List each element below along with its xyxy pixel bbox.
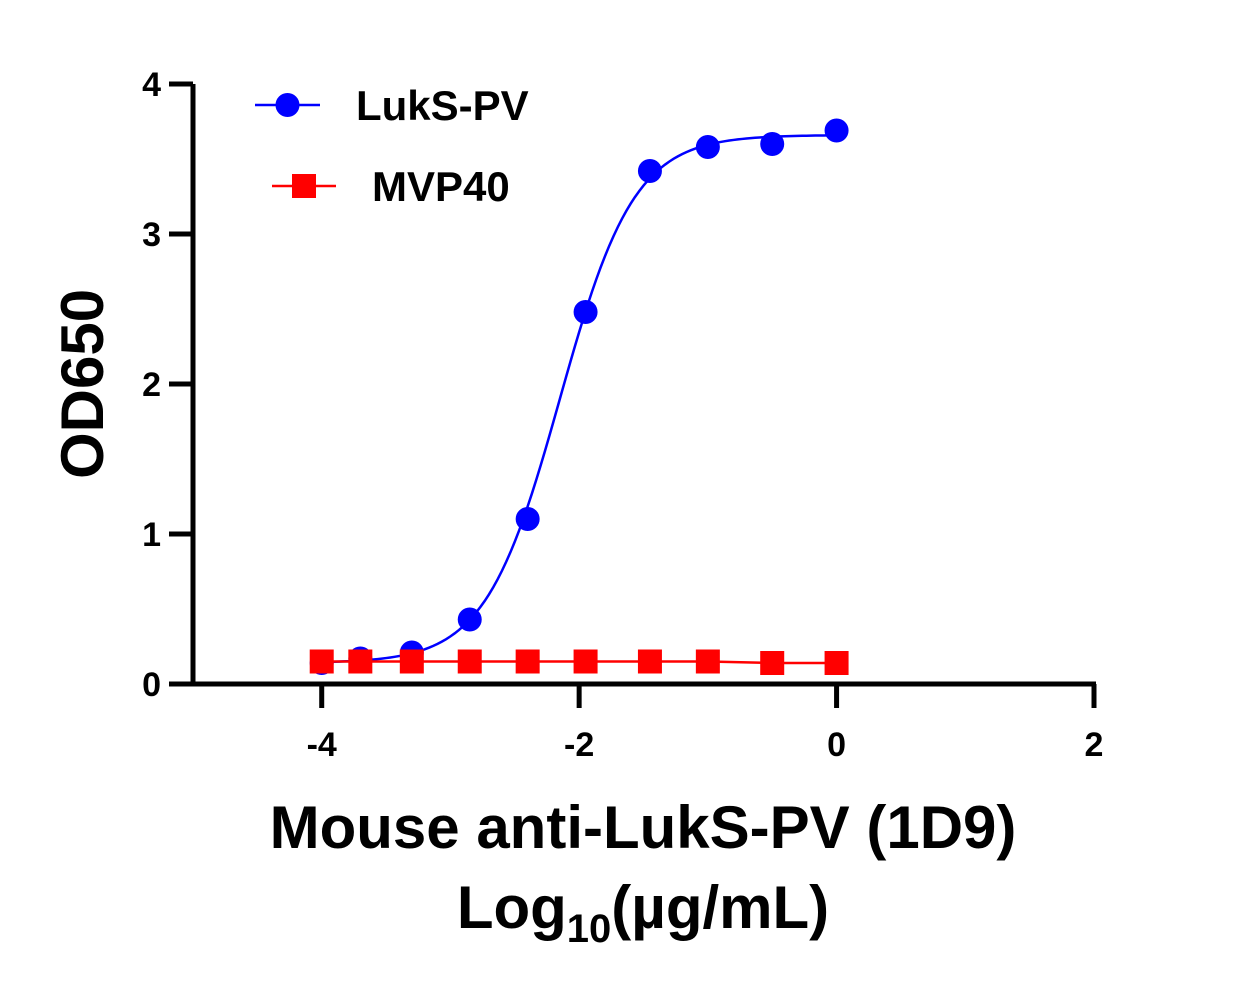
x-tick-label--4: -4 bbox=[307, 726, 337, 764]
data-point bbox=[760, 132, 785, 156]
data-point bbox=[515, 649, 540, 674]
y-axis-title: OD650 bbox=[49, 289, 116, 479]
x-axis-title-subscript: 10 bbox=[567, 907, 612, 951]
legend-label: MVP40 bbox=[372, 163, 510, 210]
fit-line-LukS-PV bbox=[321, 134, 837, 664]
x-tick-label-0: 0 bbox=[827, 726, 846, 764]
x-tick-label--2: -2 bbox=[564, 726, 594, 764]
data-point bbox=[515, 507, 540, 531]
legend-marker bbox=[275, 93, 300, 117]
fit-line-MVP40 bbox=[321, 660, 837, 665]
x-axis-title-unit: (µg/mL) bbox=[611, 874, 829, 941]
x-axis-title-line2: Log10(µg/mL) bbox=[457, 874, 829, 951]
data-point bbox=[399, 649, 424, 674]
data-point bbox=[348, 649, 373, 674]
legend: LukS-PV MVP40 bbox=[255, 82, 529, 210]
legend-item-LukS-PV: LukS-PV bbox=[255, 82, 529, 129]
data-point bbox=[695, 649, 720, 674]
data-point bbox=[824, 118, 849, 143]
y-tick-label-1: 1 bbox=[142, 516, 161, 554]
y-tick-label-2: 2 bbox=[142, 366, 161, 404]
y-tick-label-3: 3 bbox=[142, 216, 161, 254]
series-MVP40 bbox=[309, 649, 849, 675]
data-point bbox=[309, 649, 334, 674]
data-point bbox=[573, 649, 598, 674]
data-point bbox=[457, 607, 482, 632]
data-point bbox=[695, 135, 720, 159]
data-point bbox=[760, 651, 785, 675]
series-layer bbox=[309, 118, 849, 675]
data-point bbox=[573, 300, 598, 324]
legend-item-MVP40: MVP40 bbox=[272, 163, 510, 210]
data-point bbox=[457, 649, 482, 674]
data-point bbox=[637, 159, 662, 183]
x-axis-title-line1: Mouse anti-LukS-PV (1D9) bbox=[270, 794, 1017, 861]
axes: 0 1 2 3 4 -4 -2 0 2 bbox=[142, 66, 1103, 764]
data-point bbox=[824, 651, 849, 675]
data-point bbox=[637, 649, 662, 674]
y-tick-label-0: 0 bbox=[142, 666, 161, 704]
x-axis-title-log: Log bbox=[457, 874, 567, 941]
y-tick-label-4: 4 bbox=[142, 66, 161, 104]
x-tick-label-2: 2 bbox=[1085, 726, 1104, 764]
legend-marker bbox=[292, 174, 316, 198]
legend-label: LukS-PV bbox=[356, 82, 529, 129]
